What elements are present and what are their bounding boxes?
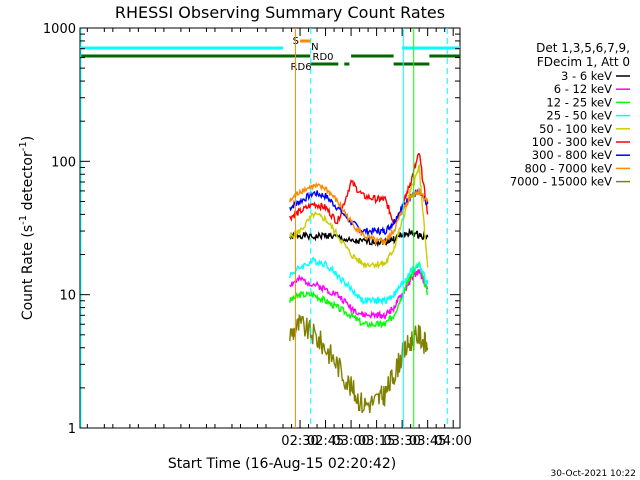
y-tick-label: 1000 <box>43 22 76 37</box>
x-tick-label: 03:30 <box>383 434 420 449</box>
x-tick-label: 03:00 <box>332 434 369 449</box>
x-tick-label: 03:45 <box>409 434 446 449</box>
chart-title: RHESSI Observing Summary Count Rates <box>115 3 445 22</box>
rd0-label: RD0 <box>313 52 334 63</box>
series-lines <box>289 153 429 414</box>
legend-entry-label: 100 - 300 keV <box>532 135 612 149</box>
timestamp-label: 30-Oct-2021 10:22 <box>551 469 636 479</box>
plot-area: SNRD0RD6 02:3002:4503:0003:1503:3003:450… <box>43 22 472 449</box>
legend-header-line-2: FDecim 1, Att 0 <box>537 55 630 69</box>
y-axis-label: Count Rate (s-1 detector-1) <box>18 136 36 320</box>
night-label: N <box>311 42 318 53</box>
series-line <box>289 181 429 246</box>
series-line <box>289 269 429 320</box>
y-axis-label-close: ) <box>20 136 36 141</box>
y-axis-label-sup: -1 <box>18 215 29 225</box>
legend-entry-label: 7000 - 15000 keV <box>510 175 612 189</box>
legend-entry-label: 25 - 50 keV <box>546 109 612 123</box>
y-axis-label-main: Count Rate (s <box>20 225 36 320</box>
y-axis-label-sup2: -1 <box>18 141 29 151</box>
rd6-label: RD6 <box>291 62 312 73</box>
legend-entry-label: 50 - 100 keV <box>539 122 612 136</box>
series-line <box>289 260 428 329</box>
status-overlays: SNRD0RD6 <box>80 28 460 428</box>
y-axis-ticks: 1 10 100 1000 <box>43 22 460 437</box>
series-line <box>289 153 429 225</box>
series-line <box>289 227 429 248</box>
y-axis-label-tail: detector <box>20 151 36 215</box>
x-tick-label: 04:00 <box>434 434 471 449</box>
x-tick-label: 02:45 <box>307 434 344 449</box>
legend-entry-label: 6 - 12 keV <box>554 82 612 96</box>
legend: Det 1,3,5,6,7,9, FDecim 1, Att 0 3 - 6 k… <box>510 41 630 189</box>
legend-entry-label: 3 - 6 keV <box>561 69 612 83</box>
plot-frame <box>79 27 461 429</box>
legend-entry-label: 300 - 800 keV <box>532 148 612 162</box>
legend-entry-label: 12 - 25 keV <box>546 95 612 109</box>
x-tick-label: 03:15 <box>358 434 395 449</box>
x-tick-label: 02:30 <box>281 434 318 449</box>
legend-header-line-1: Det 1,3,5,6,7,9, <box>536 41 630 55</box>
y-tick-label: 100 <box>51 155 76 170</box>
series-line <box>289 163 429 270</box>
series-line <box>289 313 429 414</box>
series-line <box>289 256 429 306</box>
legend-entry-label: 800 - 7000 keV <box>524 161 612 175</box>
x-axis-label: Start Time (16-Aug-15 02:20:42) <box>168 456 396 472</box>
y-tick-label: 10 <box>59 289 76 304</box>
y-tick-label: 1 <box>68 422 76 437</box>
